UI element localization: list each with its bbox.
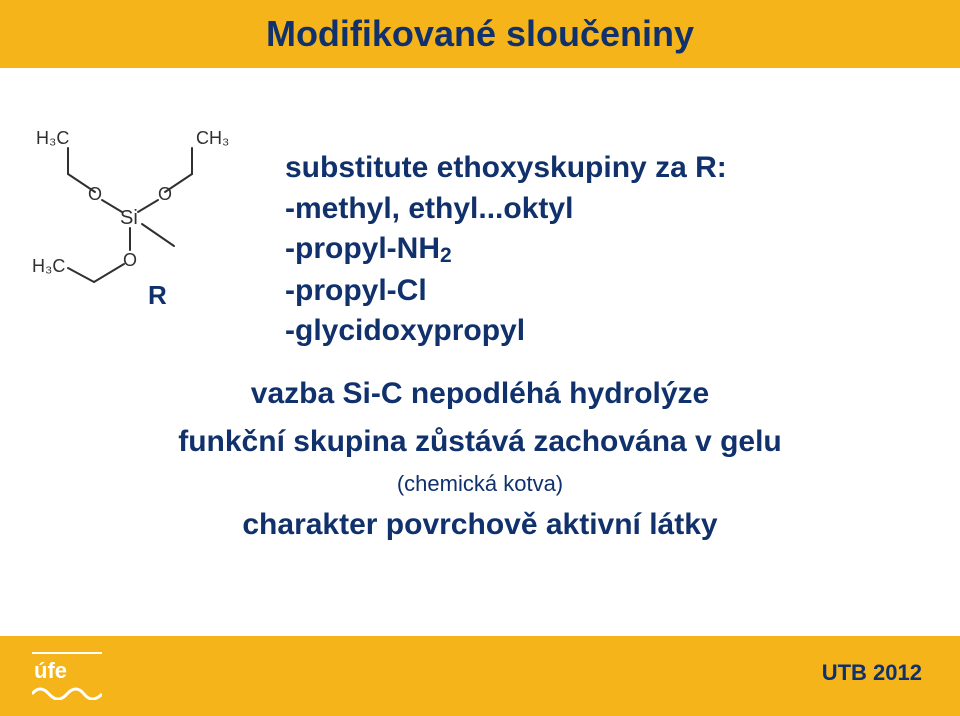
svg-text:H₃C: H₃C bbox=[36, 130, 69, 148]
r-label: R bbox=[148, 280, 167, 311]
body-line: charakter povrchově aktivní látky bbox=[0, 501, 960, 549]
svg-text:O: O bbox=[123, 250, 137, 270]
subst-item: -propyl-Cl bbox=[285, 271, 727, 312]
subst-heading: substitute ethoxyskupiny za R: bbox=[285, 148, 727, 189]
utb-label: UTB 2012 bbox=[822, 660, 922, 686]
svg-text:O: O bbox=[158, 184, 172, 204]
substituent-list: substitute ethoxyskupiny za R: -methyl, … bbox=[285, 148, 727, 352]
body-text: vazba Si-C nepodléhá hydrolýze funkční s… bbox=[0, 370, 960, 549]
logo-wave-icon bbox=[32, 682, 102, 700]
title-bar: Modifikované sloučeniny bbox=[0, 0, 960, 68]
logo-rule bbox=[32, 652, 102, 654]
molecule-diagram: H₃C CH₃ O O Si O H₃C bbox=[30, 130, 250, 300]
subst-item: -methyl, ethyl...oktyl bbox=[285, 189, 727, 230]
body-line: vazba Si-C nepodléhá hydrolýze bbox=[0, 370, 960, 418]
svg-text:Si: Si bbox=[120, 207, 138, 229]
slide-title: Modifikované sloučeniny bbox=[266, 13, 694, 55]
body-line: funkční skupina zůstává zachována v gelu bbox=[0, 418, 960, 466]
svg-text:CH₃: CH₃ bbox=[196, 130, 229, 148]
footer-band: úfe UTB 2012 bbox=[0, 636, 960, 716]
logo-text: úfe bbox=[34, 658, 67, 684]
subst-item: -propyl-NH2 bbox=[285, 229, 727, 271]
body-line-note: (chemická kotva) bbox=[0, 466, 960, 501]
subst-item: -glycidoxypropyl bbox=[285, 311, 727, 352]
ufe-logo: úfe bbox=[32, 652, 102, 700]
svg-text:H₃C: H₃C bbox=[32, 256, 65, 276]
svg-text:O: O bbox=[88, 184, 102, 204]
